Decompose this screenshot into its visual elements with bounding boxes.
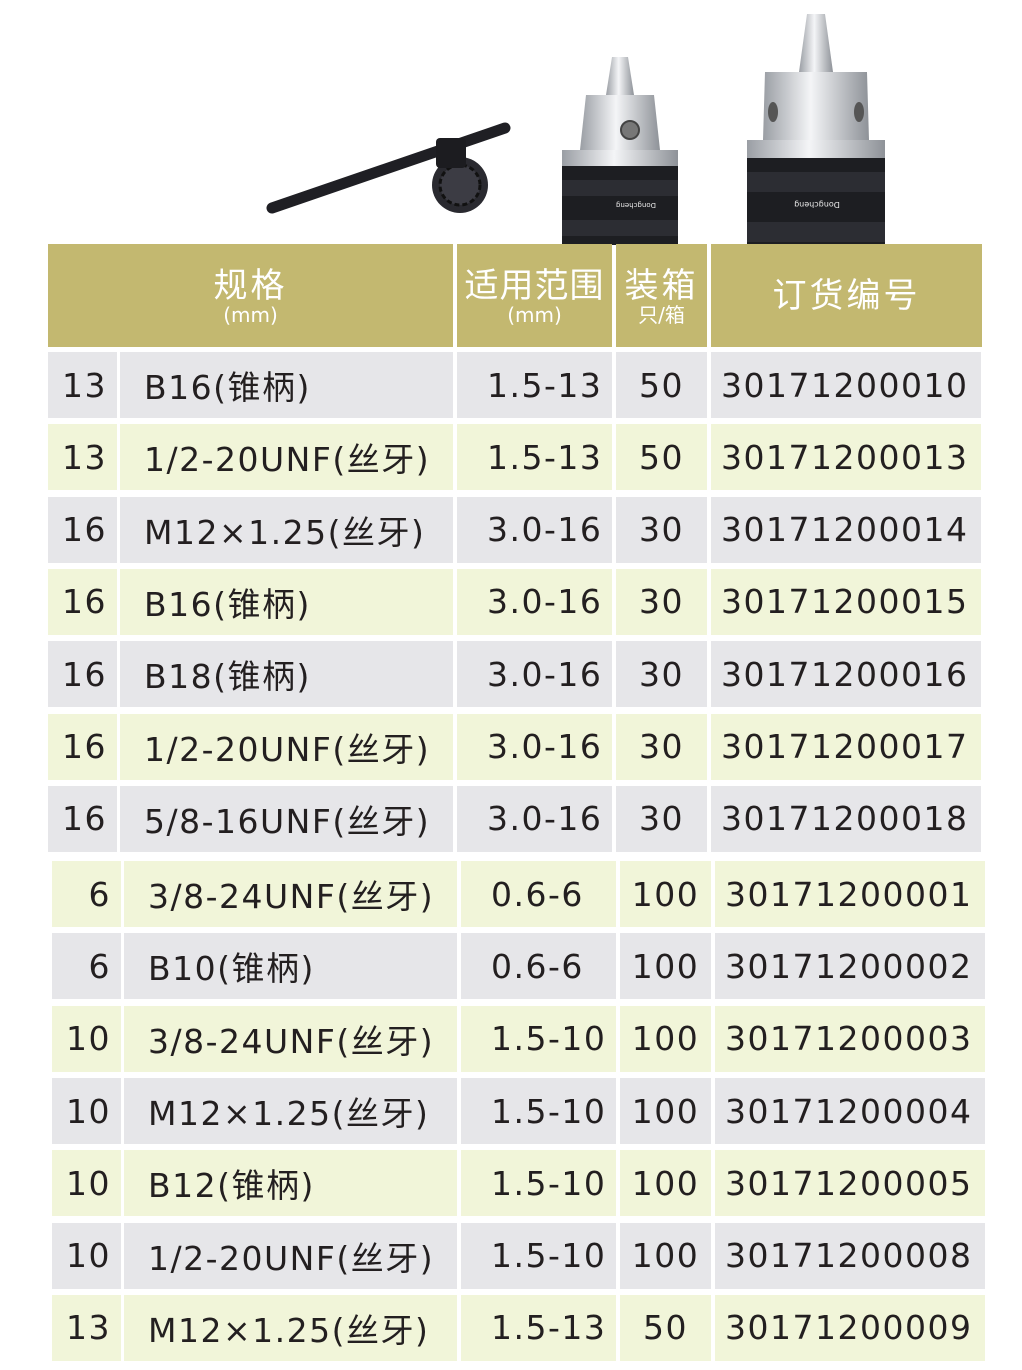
size-cell: 16	[48, 713, 117, 780]
large-drill-chuck-image: Dongcheng	[747, 14, 885, 244]
pack-cell: 30	[616, 785, 707, 852]
order-cell: 30171200014	[711, 496, 981, 563]
range-cell: 1.5-10	[461, 1078, 616, 1144]
pack-cell: 50	[620, 1294, 711, 1361]
spec-cell: 3/8-24UNF(丝牙)	[124, 861, 457, 928]
chuck-key-image	[266, 122, 511, 214]
pack-cell: 50	[616, 424, 707, 491]
range-cell: 3.0-16	[457, 641, 612, 708]
range-cell: 3.0-16	[457, 568, 612, 635]
header-spec-unit: (mm)	[223, 302, 278, 327]
range-cell: 1.5-10	[461, 1005, 616, 1072]
size-cell: 16	[48, 568, 117, 635]
range-cell: 3.0-16	[457, 785, 612, 852]
pack-cell: 100	[620, 861, 711, 928]
order-cell: 30171200010	[711, 352, 981, 418]
size-cell: 10	[52, 1078, 121, 1144]
size-cell: 16	[48, 496, 117, 563]
order-cell: 30171200009	[715, 1294, 985, 1361]
size-cell: 13	[48, 424, 117, 491]
header-range-title: 适用范围	[464, 265, 605, 306]
pack-cell: 30	[616, 496, 707, 563]
header-pack-unit: 只/箱	[638, 302, 685, 327]
pack-cell: 100	[620, 1078, 711, 1144]
size-cell: 6	[52, 861, 121, 928]
range-cell: 3.0-16	[457, 496, 612, 563]
header-spec-title: 规格	[213, 265, 288, 306]
size-cell: 10	[52, 1222, 121, 1289]
range-cell: 0.6-6	[461, 933, 616, 1000]
header-range: 适用范围 (mm)	[457, 244, 612, 347]
header-spec: 规格 (mm)	[48, 244, 453, 347]
large-chuck-brand-text: Dongcheng	[794, 200, 840, 209]
spec-cell: 3/8-24UNF(丝牙)	[124, 1005, 457, 1072]
range-cell: 1.5-10	[461, 1150, 616, 1217]
order-cell: 30171200018	[711, 785, 981, 852]
order-cell: 30171200016	[711, 641, 981, 708]
range-cell: 1.5-10	[461, 1222, 616, 1289]
header-pack-title: 装箱	[624, 265, 699, 306]
spec-cell: 1/2-20UNF(丝牙)	[120, 713, 453, 780]
size-cell: 13	[48, 352, 117, 418]
spec-cell: 1/2-20UNF(丝牙)	[124, 1222, 457, 1289]
order-cell: 30171200004	[715, 1078, 985, 1144]
spec-cell: 5/8-16UNF(丝牙)	[120, 785, 453, 852]
small-drill-chuck-image: Dongcheng	[562, 57, 678, 245]
size-cell: 6	[52, 933, 121, 1000]
order-cell: 30171200002	[715, 933, 985, 1000]
pack-cell: 30	[616, 568, 707, 635]
order-cell: 30171200015	[711, 568, 981, 635]
range-cell: 1.5-13	[457, 352, 612, 418]
size-cell: 16	[48, 641, 117, 708]
pack-cell: 100	[620, 1005, 711, 1072]
size-cell: 10	[52, 1150, 121, 1217]
range-cell: 1.5-13	[457, 424, 612, 491]
spec-cell: B10(锥柄)	[124, 933, 457, 1000]
size-cell: 10	[52, 1005, 121, 1072]
order-cell: 30171200017	[711, 713, 981, 780]
header-range-unit: (mm)	[507, 302, 562, 327]
spec-cell: M12×1.25(丝牙)	[120, 496, 453, 563]
spec-cell: B12(锥柄)	[124, 1150, 457, 1217]
spec-cell: B16(锥柄)	[120, 568, 453, 635]
spec-cell: B16(锥柄)	[120, 352, 453, 418]
size-cell: 13	[52, 1294, 121, 1361]
size-cell: 16	[48, 785, 117, 852]
spec-cell: M12×1.25(丝牙)	[124, 1078, 457, 1144]
order-cell: 30171200013	[711, 424, 981, 491]
pack-cell: 100	[620, 933, 711, 1000]
small-chuck-brand-text: Dongcheng	[616, 201, 656, 209]
spec-cell: B18(锥柄)	[120, 641, 453, 708]
pack-cell: 30	[616, 713, 707, 780]
spec-cell: 1/2-20UNF(丝牙)	[120, 424, 453, 491]
pack-cell: 100	[620, 1222, 711, 1289]
spec-cell: M12×1.25(丝牙)	[124, 1294, 457, 1361]
order-cell: 30171200001	[715, 861, 985, 928]
header-order: 订货编号	[711, 244, 982, 347]
pack-cell: 30	[616, 641, 707, 708]
pack-cell: 50	[616, 352, 707, 418]
header-order-title: 订货编号	[772, 275, 921, 316]
range-cell: 1.5-13	[461, 1294, 616, 1361]
order-cell: 30171200005	[715, 1150, 985, 1217]
pack-cell: 100	[620, 1150, 711, 1217]
order-cell: 30171200008	[715, 1222, 985, 1289]
order-cell: 30171200003	[715, 1005, 985, 1072]
range-cell: 0.6-6	[461, 861, 616, 928]
range-cell: 3.0-16	[457, 713, 612, 780]
header-pack: 装箱 只/箱	[616, 244, 707, 347]
